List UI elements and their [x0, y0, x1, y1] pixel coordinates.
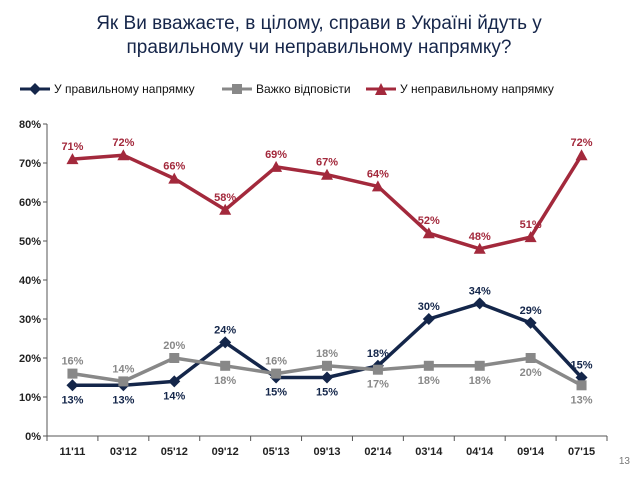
- data-label: 72%: [112, 137, 134, 149]
- data-label: 15%: [571, 360, 593, 372]
- data-label: 13%: [112, 394, 134, 406]
- data-point-triangle: [371, 180, 384, 192]
- x-tick-label: 03'12: [110, 446, 137, 458]
- page-number: 13: [618, 456, 630, 467]
- legend-label-hard-to-say: Важко відповісти: [256, 82, 351, 96]
- data-point-triangle: [270, 160, 283, 172]
- data-point-triangle: [473, 242, 486, 254]
- data-label: 66%: [163, 161, 185, 173]
- data-label: 51%: [520, 219, 542, 231]
- data-label: 69%: [265, 149, 287, 161]
- x-tick-label: 09'13: [313, 446, 340, 458]
- legend-label-wrong-direction: У неправильному напрямку: [400, 82, 554, 96]
- x-tick-label: 11'11: [60, 446, 86, 458]
- y-tick-label: 70%: [19, 158, 41, 170]
- data-point-square: [525, 353, 536, 363]
- data-label: 30%: [418, 301, 440, 313]
- data-label: 48%: [469, 231, 491, 243]
- data-point-triangle: [575, 149, 588, 161]
- x-tick-label: 09'14: [517, 446, 545, 458]
- data-label: 14%: [112, 363, 134, 375]
- data-label: 15%: [265, 387, 287, 399]
- data-label: 13%: [571, 394, 593, 406]
- data-point-square: [118, 376, 129, 387]
- legend: У правильному напрямку Важко відповісти …: [0, 82, 638, 96]
- data-point-square: [271, 368, 282, 379]
- square-marker-icon: [222, 84, 252, 94]
- y-tick-label: 10%: [19, 392, 41, 404]
- data-label: 20%: [520, 367, 542, 379]
- data-point-square: [423, 360, 434, 371]
- data-label: 18%: [418, 375, 440, 387]
- data-point-square: [67, 368, 78, 379]
- data-label: 64%: [367, 168, 389, 180]
- data-label: 17%: [367, 379, 389, 391]
- x-tick-label: 05'13: [263, 446, 290, 458]
- x-tick-label: 09'12: [212, 446, 239, 458]
- data-point-diamond: [473, 297, 486, 310]
- data-point-triangle: [168, 172, 181, 184]
- data-label: 18%: [316, 348, 338, 360]
- data-point-square: [169, 353, 180, 363]
- data-point-square: [220, 360, 231, 371]
- data-point-square: [322, 360, 332, 371]
- data-point-triangle: [117, 149, 130, 161]
- data-point-triangle: [422, 227, 435, 239]
- legend-label-right-direction: У правильному напрямку: [54, 82, 195, 96]
- data-label: 18%: [214, 375, 236, 387]
- data-label: 29%: [520, 305, 542, 317]
- data-point-triangle: [66, 153, 79, 165]
- data-point-diamond: [524, 316, 537, 329]
- chart-title: Як Ви вважаєте, в цілому, справи в Украї…: [0, 12, 638, 60]
- data-label: 34%: [469, 285, 491, 297]
- data-label: 16%: [61, 356, 83, 368]
- data-label: 18%: [469, 375, 491, 387]
- triangle-marker-icon: [366, 83, 396, 95]
- x-tick-label: 07'15: [568, 446, 595, 458]
- y-tick-label: 20%: [19, 353, 41, 365]
- data-label: 58%: [214, 192, 236, 204]
- data-label: 15%: [316, 387, 338, 399]
- data-point-triangle: [524, 231, 537, 243]
- data-label: 72%: [571, 137, 593, 149]
- x-tick-label: 03'14: [415, 446, 443, 458]
- data-label: 18%: [367, 348, 389, 360]
- data-point-triangle: [321, 168, 333, 180]
- data-point-square: [474, 360, 485, 371]
- x-tick-label: 05'12: [161, 446, 188, 458]
- x-tick-label: 04'14: [466, 446, 494, 458]
- data-label: 13%: [61, 394, 83, 406]
- data-point-square: [576, 380, 587, 391]
- y-tick-label: 50%: [19, 236, 41, 248]
- data-point-diamond: [219, 336, 232, 349]
- data-point-triangle: [219, 203, 232, 215]
- data-point-square: [372, 364, 383, 375]
- y-tick-label: 60%: [19, 197, 41, 209]
- y-tick-label: 40%: [19, 275, 41, 287]
- data-label: 14%: [163, 390, 185, 402]
- data-point-diamond: [168, 375, 181, 388]
- title-line-1: Як Ви вважаєте, в цілому, справи в Украї…: [96, 13, 542, 34]
- diamond-marker-icon: [20, 83, 50, 95]
- x-tick-label: 02'14: [364, 446, 392, 458]
- data-point-diamond: [321, 371, 333, 384]
- data-label: 71%: [61, 141, 83, 153]
- data-point-diamond: [422, 313, 435, 325]
- data-label: 52%: [418, 215, 440, 227]
- y-tick-label: 80%: [19, 119, 41, 131]
- data-label: 16%: [265, 356, 287, 368]
- y-tick-label: 30%: [19, 314, 41, 326]
- title-line-2: правильному чи неправильному напрямку?: [126, 37, 512, 58]
- data-label: 24%: [214, 324, 236, 336]
- data-label: 20%: [163, 340, 185, 352]
- data-point-diamond: [66, 379, 79, 392]
- y-tick-label: 0%: [25, 431, 41, 443]
- data-label: 67%: [316, 157, 338, 169]
